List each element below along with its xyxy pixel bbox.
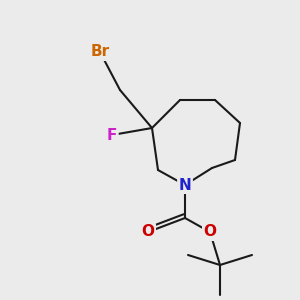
Text: O: O — [203, 224, 217, 239]
Text: N: N — [178, 178, 191, 193]
Text: O: O — [142, 224, 154, 239]
Text: F: F — [107, 128, 117, 142]
Text: Br: Br — [90, 44, 110, 59]
